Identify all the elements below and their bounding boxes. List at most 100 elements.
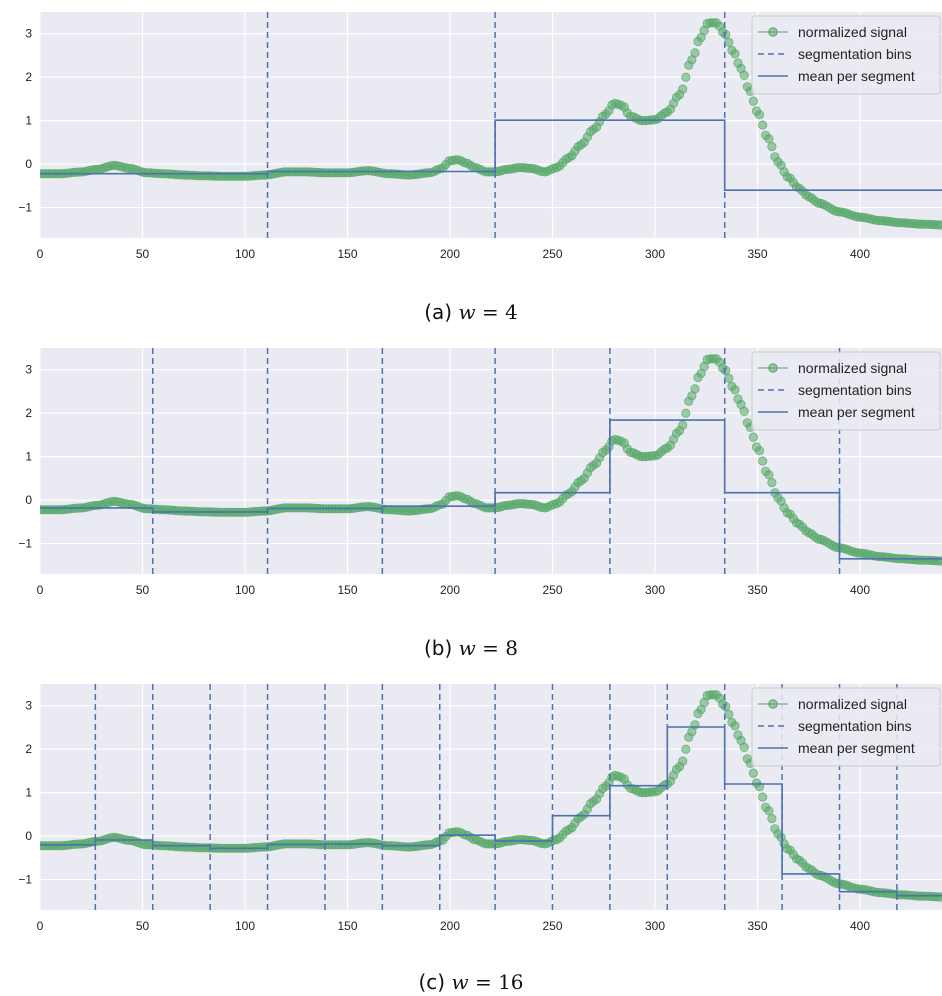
signal-point bbox=[739, 742, 749, 753]
signal-point bbox=[730, 49, 740, 59]
signal-point bbox=[678, 84, 688, 94]
caption-c-value: 16 bbox=[498, 970, 524, 994]
signal-point bbox=[681, 744, 691, 754]
mean-per-segment-line bbox=[40, 119, 942, 191]
x-tick-label: 300 bbox=[645, 919, 665, 933]
signal-point bbox=[678, 756, 688, 766]
caption-c: (c) w = 16 bbox=[0, 970, 942, 994]
chart-b-svg: 0 50 100 150 200 250 300 350 400 −1 0 1 2 3 normalized… bbox=[18, 348, 942, 597]
signal-point bbox=[678, 420, 688, 430]
signal-point bbox=[757, 120, 768, 130]
x-tick-label: 250 bbox=[542, 583, 562, 597]
caption-a-label: (a) bbox=[424, 300, 453, 324]
caption-b-eq: = bbox=[482, 636, 499, 660]
signal-point bbox=[724, 709, 734, 720]
signal-point bbox=[767, 477, 777, 488]
signal-point bbox=[721, 701, 731, 712]
caption-b-value: 8 bbox=[505, 636, 518, 660]
x-tick-label: 100 bbox=[235, 247, 255, 261]
x-tick-label: 400 bbox=[850, 919, 870, 933]
signal-point bbox=[748, 768, 759, 778]
x-tick-label: 400 bbox=[850, 247, 870, 261]
mean-per-segment-line bbox=[40, 419, 942, 560]
chart-panel-b: 0 50 100 150 200 250 300 350 400 −1 0 1 2 3 normalized… bbox=[0, 336, 942, 606]
y-tick-label: −1 bbox=[18, 201, 32, 215]
y-tick-label: 1 bbox=[25, 450, 32, 464]
y-tick-label: 3 bbox=[25, 363, 32, 377]
legend-label: normalized signal bbox=[798, 696, 907, 712]
caption-a-value: 4 bbox=[505, 300, 518, 324]
x-tick-label: 50 bbox=[136, 583, 150, 597]
y-tick-label: 3 bbox=[25, 699, 32, 713]
x-tick-label: 350 bbox=[747, 919, 767, 933]
signal-point bbox=[936, 220, 942, 230]
x-tick-label: 350 bbox=[747, 247, 767, 261]
y-tick-label: 2 bbox=[25, 70, 32, 84]
y-tick-label: −1 bbox=[18, 873, 32, 887]
legend-signal-marker bbox=[768, 27, 778, 37]
legend-signal-marker bbox=[768, 699, 778, 709]
legend-label: mean per segment bbox=[798, 68, 915, 84]
x-tick-label: 400 bbox=[850, 583, 870, 597]
signal-point bbox=[748, 432, 759, 442]
legend-label: segmentation bins bbox=[798, 718, 912, 734]
signal-point bbox=[730, 721, 740, 731]
signal-point bbox=[724, 373, 734, 384]
y-tick-label: 1 bbox=[25, 114, 32, 128]
signal-point bbox=[690, 384, 700, 394]
y-tick-label: 2 bbox=[25, 406, 32, 420]
x-tick-label: 50 bbox=[136, 247, 150, 261]
signal-point bbox=[690, 720, 700, 730]
caption-c-label: (c) bbox=[418, 970, 446, 994]
y-tick-label: 0 bbox=[25, 157, 32, 171]
chart-panel-c: 0 50 100 150 200 250 300 350 400 −1 0 1 2 3 normalized… bbox=[0, 672, 942, 942]
signal-point bbox=[754, 446, 765, 456]
legend-label: segmentation bins bbox=[798, 382, 912, 398]
legend-label: normalized signal bbox=[798, 24, 907, 40]
caption-b-var: w bbox=[458, 636, 476, 660]
signal-point bbox=[757, 456, 768, 466]
signal-point bbox=[681, 72, 691, 82]
caption-a: (a) w = 4 bbox=[0, 300, 942, 324]
legend-box bbox=[751, 687, 941, 767]
legend-label: segmentation bins bbox=[798, 46, 912, 62]
signal-point bbox=[748, 96, 759, 106]
x-tick-label: 300 bbox=[645, 583, 665, 597]
legend-box bbox=[751, 15, 941, 95]
x-tick-label: 300 bbox=[645, 247, 665, 261]
signal-point bbox=[739, 70, 749, 81]
x-tick-label: 200 bbox=[440, 247, 460, 261]
chart-panel-a: 0 50 100 150 200 250 300 350 400 −1 0 1 2 3 normalized… bbox=[0, 0, 942, 270]
x-tick-label: 50 bbox=[136, 919, 150, 933]
signal-point bbox=[767, 141, 777, 152]
signal-point bbox=[730, 385, 740, 395]
x-tick-label: 0 bbox=[37, 247, 44, 261]
caption-a-eq: = bbox=[481, 300, 499, 324]
y-tick-label: 1 bbox=[25, 786, 32, 800]
mean-per-segment-line bbox=[40, 726, 942, 897]
x-tick-label: 250 bbox=[542, 247, 562, 261]
signal-point bbox=[764, 806, 774, 816]
legend-label: mean per segment bbox=[798, 740, 915, 756]
x-tick-label: 200 bbox=[440, 583, 460, 597]
x-tick-label: 0 bbox=[37, 919, 44, 933]
legend-label: normalized signal bbox=[798, 360, 907, 376]
legend-label: mean per segment bbox=[798, 404, 915, 420]
plot-content bbox=[40, 12, 942, 238]
caption-c-var: w bbox=[451, 970, 469, 994]
caption-b: (b) w = 8 bbox=[0, 636, 942, 660]
x-tick-label: 150 bbox=[337, 247, 357, 261]
y-tick-label: 0 bbox=[25, 493, 32, 507]
y-tick-label: −1 bbox=[18, 537, 32, 551]
chart-a-svg: 0 50 100 150 200 250 300 350 400 −1 0 1 2 3 normalized… bbox=[18, 12, 942, 261]
x-tick-label: 100 bbox=[235, 583, 255, 597]
x-tick-label: 350 bbox=[747, 583, 767, 597]
signal-point bbox=[681, 408, 691, 418]
x-tick-label: 0 bbox=[37, 583, 44, 597]
caption-a-var: w bbox=[458, 300, 476, 324]
signal-point bbox=[757, 792, 768, 802]
signal-point bbox=[721, 365, 731, 376]
x-tick-label: 150 bbox=[337, 583, 357, 597]
caption-b-label: (b) bbox=[423, 636, 453, 660]
plot-content bbox=[40, 684, 942, 910]
